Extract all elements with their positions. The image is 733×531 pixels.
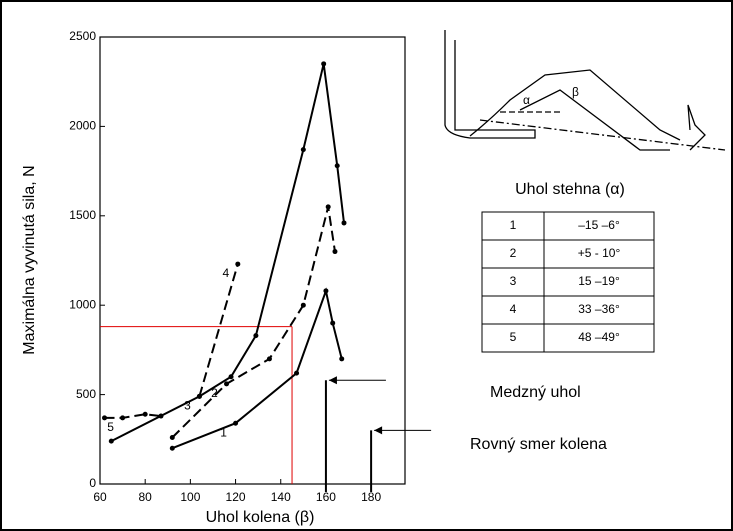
point xyxy=(301,303,306,308)
table-text: 3 xyxy=(510,274,517,288)
table-text: +5 - 10° xyxy=(578,246,621,260)
table-text: 1 xyxy=(510,218,517,232)
point xyxy=(170,435,175,440)
annotation: Medzný uhol xyxy=(490,384,581,401)
y-tick-label: 0 xyxy=(89,476,96,490)
x-axis-label: Uhol kolena (β) xyxy=(206,509,315,526)
point xyxy=(229,374,234,379)
table-text: 33 –36° xyxy=(578,302,620,316)
point xyxy=(301,147,306,152)
point xyxy=(235,262,240,267)
point xyxy=(332,249,337,254)
x-tick-label: 100 xyxy=(180,490,200,504)
series-label: 4 xyxy=(222,266,229,280)
point xyxy=(224,381,229,386)
y-tick-label: 2000 xyxy=(69,119,96,133)
series-label: 5 xyxy=(107,420,114,434)
point xyxy=(197,394,202,399)
y-tick-label: 500 xyxy=(76,387,96,401)
point xyxy=(233,421,238,426)
point xyxy=(335,163,340,168)
point xyxy=(253,333,258,338)
table-text: 15 –19° xyxy=(578,274,620,288)
point xyxy=(159,414,164,419)
y-tick-label: 2500 xyxy=(69,29,96,43)
table-text: –15 –6° xyxy=(578,218,620,232)
x-tick-label: 80 xyxy=(139,490,153,504)
point xyxy=(339,356,344,361)
y-tick-label: 1500 xyxy=(69,208,96,222)
x-tick-label: 180 xyxy=(361,490,381,504)
y-tick-label: 1000 xyxy=(69,297,96,311)
table-text: 48 –49° xyxy=(578,330,620,344)
page: Maximálna vyvinutá sila, N Uhol kolena (… xyxy=(0,0,733,531)
point xyxy=(326,204,331,209)
x-tick-label: 160 xyxy=(316,490,336,504)
point xyxy=(267,356,272,361)
point xyxy=(323,288,328,293)
diagram-label: β xyxy=(572,85,579,99)
series-label: 3 xyxy=(184,399,191,413)
point xyxy=(342,220,347,225)
x-tick-label: 60 xyxy=(93,490,107,504)
point xyxy=(143,412,148,417)
table-text: 2 xyxy=(510,246,517,260)
series-label: 1 xyxy=(220,425,227,439)
frame xyxy=(1,1,732,530)
point xyxy=(330,321,335,326)
x-tick-label: 120 xyxy=(226,490,246,504)
point xyxy=(170,446,175,451)
annotation: Rovný smer kolena xyxy=(470,436,607,453)
table-text: 5 xyxy=(510,330,517,344)
table-text: 4 xyxy=(510,302,517,316)
y-axis-label: Maximálna vyvinutá sila, N xyxy=(21,165,38,354)
diagram-label: α xyxy=(523,93,530,107)
point xyxy=(120,415,125,420)
point xyxy=(109,439,114,444)
point xyxy=(294,371,299,376)
table-title: Uhol stehna (α) xyxy=(515,181,625,198)
point xyxy=(321,61,326,66)
x-tick-label: 140 xyxy=(271,490,291,504)
